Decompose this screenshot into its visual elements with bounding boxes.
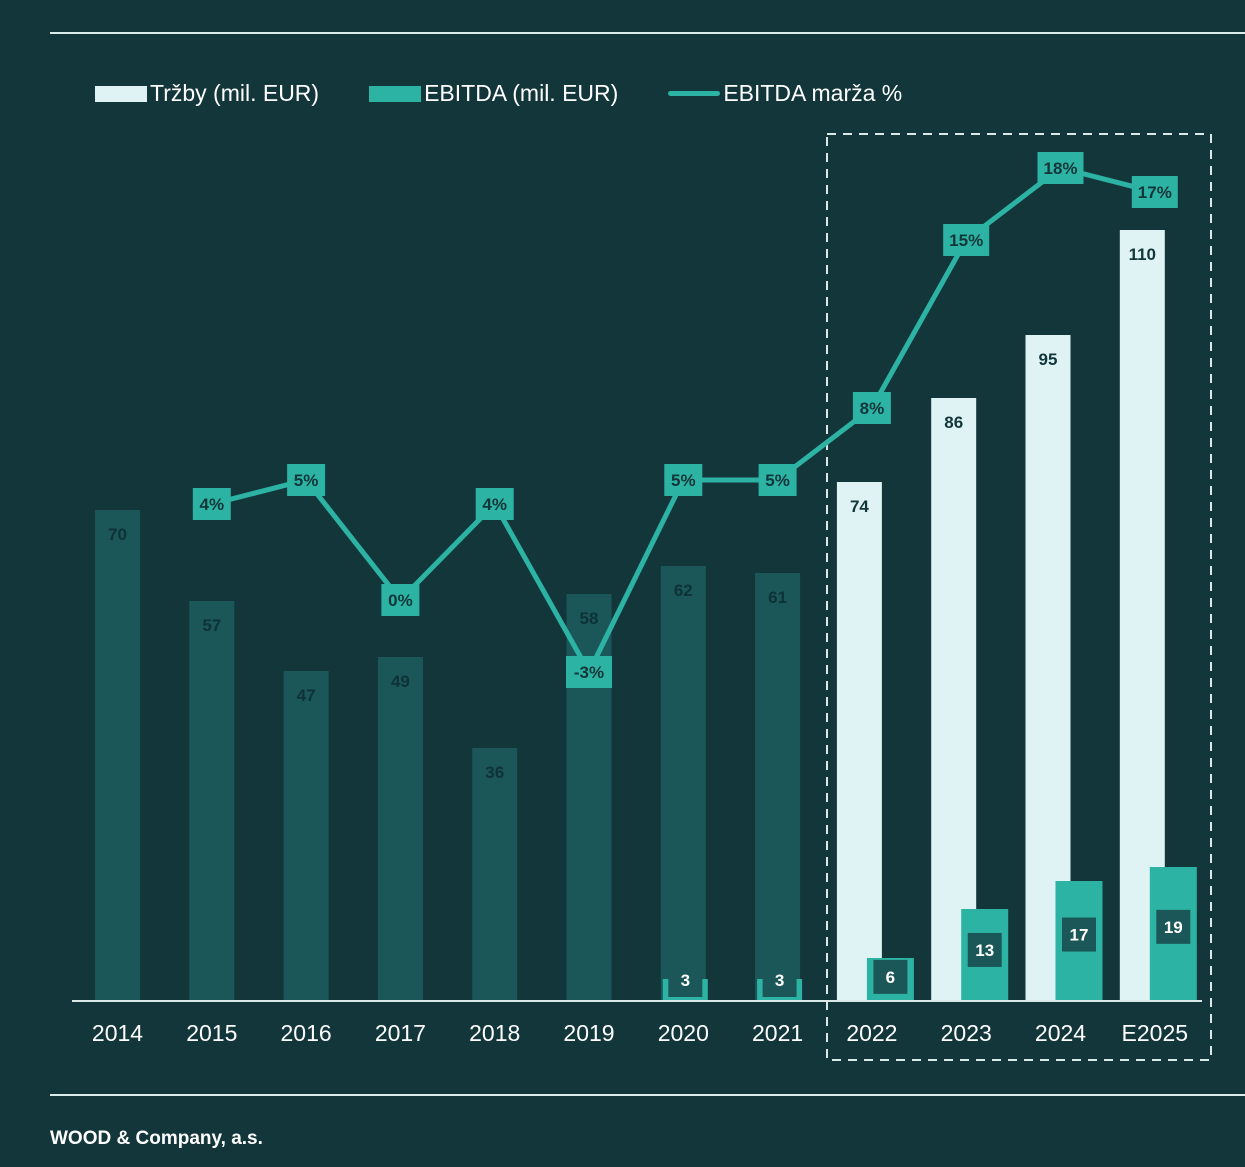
ebitda-label-2022: 6 — [886, 968, 895, 987]
revenue-label-2018: 36 — [485, 763, 504, 782]
revenue-bar-2022 — [836, 482, 882, 1000]
revenue-label-E2025: 110 — [1129, 245, 1156, 264]
revenue-bar-2020 — [660, 566, 706, 1000]
footer-company: WOOD & Company, a.s. — [50, 1128, 263, 1149]
ebitda-label-2024: 17 — [1070, 926, 1089, 945]
margin-label-2020: 5% — [671, 471, 696, 490]
margin-label-2017: 0% — [388, 591, 413, 610]
margin-label-box-2023 — [943, 224, 990, 256]
revenue-bar-2021 — [755, 573, 801, 1000]
revenue-label-2015: 57 — [202, 616, 221, 635]
ebitda-label-2021: 3 — [775, 971, 784, 990]
revenue-bar-2019 — [566, 594, 612, 1000]
margin-label-box-2018 — [475, 488, 514, 520]
legend-label-margin: EBITDA marža % — [723, 80, 903, 106]
revenue-bar-2017 — [377, 657, 423, 1000]
legend: Tržby (mil. EUR) EBITDA (mil. EUR) EBITD… — [95, 80, 952, 107]
x-tick-E2025: E2025 — [1122, 1020, 1189, 1046]
x-tick-2015: 2015 — [186, 1020, 237, 1046]
revenue-label-2024: 95 — [1039, 350, 1058, 369]
margin-label-2015: 4% — [200, 495, 225, 514]
margin-label-box-2015 — [192, 488, 231, 520]
x-tick-2014: 2014 — [92, 1020, 143, 1046]
margin-label-2019: -3% — [574, 663, 604, 682]
margin-label-2022: 8% — [860, 399, 885, 418]
revenue-label-2016: 47 — [297, 686, 316, 705]
margin-label-2018: 4% — [482, 495, 507, 514]
margin-label-2023: 15% — [949, 231, 983, 250]
margin-label-box-2017 — [381, 584, 420, 616]
margin-label-box-2021 — [758, 464, 797, 496]
legend-swatch-ebitda — [369, 85, 422, 102]
revenue-label-2019: 58 — [580, 609, 599, 628]
x-tick-2018: 2018 — [469, 1020, 520, 1046]
revenue-bar-2018 — [472, 748, 518, 1000]
margin-label-box-2020 — [664, 464, 703, 496]
margin-label-box-2016 — [287, 464, 326, 496]
revenue-label-2022: 74 — [850, 497, 869, 516]
margin-label-box-2019 — [566, 656, 612, 688]
x-tick-2016: 2016 — [281, 1020, 332, 1046]
legend-item-margin: EBITDA marža % — [668, 80, 902, 107]
ebitda-label-E2025: 19 — [1164, 918, 1183, 937]
x-tick-2020: 2020 — [658, 1020, 709, 1046]
margin-label-E2025: 17% — [1138, 183, 1172, 202]
legend-label-ebitda: EBITDA (mil. EUR) — [424, 80, 619, 106]
ebitda-label-box-2021 — [762, 963, 797, 997]
revenue-label-2017: 49 — [391, 672, 410, 691]
legend-item-revenue: Tržby (mil. EUR) — [95, 80, 319, 107]
margin-label-2016: 5% — [294, 471, 319, 490]
ebitda-label-2020: 3 — [681, 971, 690, 990]
revenue-bar-2015 — [189, 601, 235, 1000]
revenue-bar-2023 — [931, 398, 977, 1000]
margin-label-2024: 18% — [1043, 159, 1077, 178]
x-tick-2023: 2023 — [941, 1020, 992, 1046]
ebitda-label-box-2020 — [668, 963, 703, 997]
bottom-rule — [50, 1094, 1245, 1096]
margin-label-box-E2025 — [1131, 176, 1178, 208]
revenue-label-2014: 70 — [108, 525, 127, 544]
ebitda-label-box-2022 — [873, 959, 908, 994]
revenue-bar-2014 — [95, 510, 140, 1000]
ebitda-label-box-2024 — [1062, 917, 1096, 952]
revenue-bar-2016 — [283, 671, 329, 1000]
ebitda-label-box-E2025 — [1156, 909, 1191, 944]
top-rule — [50, 32, 1245, 34]
margin-label-box-2022 — [852, 392, 891, 424]
x-tick-2022: 2022 — [846, 1020, 897, 1046]
x-tick-2017: 2017 — [375, 1020, 426, 1046]
legend-item-ebitda: EBITDA (mil. EUR) — [369, 80, 618, 107]
ebitda-label-box-2023 — [967, 932, 1002, 967]
margin-label-box-2024 — [1037, 152, 1084, 184]
revenue-label-2020: 62 — [674, 581, 693, 600]
margin-label-2021: 5% — [765, 471, 790, 490]
x-tick-2024: 2024 — [1035, 1020, 1086, 1046]
revenue-label-2021: 61 — [768, 588, 787, 607]
x-tick-2021: 2021 — [752, 1020, 803, 1046]
ebitda-label-2023: 13 — [975, 941, 994, 960]
x-tick-2019: 2019 — [563, 1020, 614, 1046]
legend-label-revenue: Tržby (mil. EUR) — [150, 80, 320, 106]
forecast-box — [826, 133, 1212, 1061]
revenue-label-2023: 86 — [944, 413, 963, 432]
legend-swatch-revenue — [95, 85, 147, 102]
legend-swatch-margin — [668, 91, 721, 96]
